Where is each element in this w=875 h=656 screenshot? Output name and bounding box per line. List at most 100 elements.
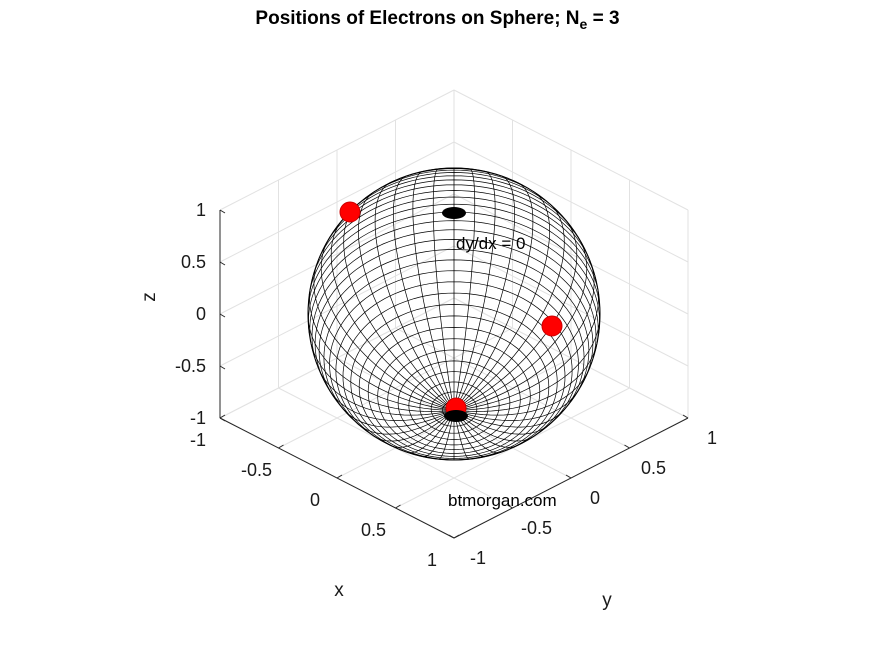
sphere-meridian [453,390,579,421]
sphere-meridian [453,410,487,458]
grid-line [219,89,455,211]
x-tick-mark [278,444,284,449]
x-tick-label: 1 [427,550,437,570]
electron-point [339,201,361,223]
sphere-meridian [453,288,599,411]
grid-line [219,141,455,263]
sphere-meridian [453,182,534,411]
x-tick-mark [336,474,343,479]
sphere-meridian [318,368,455,416]
sphere-meridian [453,236,588,411]
x-tick-mark [453,534,460,539]
electron-point [541,315,563,337]
y-tick-label: -0.5 [521,518,552,538]
x-tick-mark [219,414,226,419]
sphere-outline [307,167,601,461]
sphere-meridian [453,368,590,416]
sphere-meridian [373,410,455,442]
sphere-meridian [453,410,519,448]
sphere-meridian [453,220,578,411]
sphere-latitude [309,220,599,352]
x-tick-label: -0.5 [241,460,272,480]
sphere-latitude [318,249,590,402]
y-tick-label: 1 [707,428,717,448]
sphere-meridian [453,313,601,411]
sphere-meridian [453,407,567,428]
z-tick-mark [219,209,226,214]
x-tick-label: 0 [310,490,320,510]
sphere-meridian [330,220,455,411]
grid-line [453,141,689,263]
y-tick-mark [507,504,513,509]
sphere-meridian [421,410,455,458]
x-tick-label: 0.5 [361,520,386,540]
grid-line [219,193,455,315]
grid-line [453,89,689,211]
z-tick-label: 0 [196,304,206,324]
z-tick-mark [219,417,226,422]
y-tick-mark [448,534,455,539]
sphere-meridian [453,410,470,460]
sphere-meridian [309,339,455,412]
sphere-meridian [453,410,550,435]
sphere-meridian [453,168,476,411]
sphere-meridian [453,175,516,411]
z-tick-label: 0.5 [181,252,206,272]
watermark-annotation: btmorgan.com [448,491,557,510]
sphere-meridian [406,410,455,454]
z-tick-label: -0.5 [175,356,206,376]
sphere-meridian [453,410,535,442]
sphere-latitude [311,229,597,365]
y-axis-label: y [602,590,612,611]
sphere-latitude [314,239,594,382]
pole-marker [442,207,466,219]
electron-points [339,201,563,422]
sphere-meridian [320,236,455,411]
sphere-meridian [453,259,595,411]
pole-marker [444,410,468,422]
derivative-annotation: dy/dx = 0 [456,234,525,253]
z-tick-mark [219,313,226,318]
y-tick-mark [682,414,689,419]
sphere-latitude [335,281,573,446]
sphere-meridian [358,410,455,435]
sphere-meridian [412,171,455,411]
sphere-meridian [453,191,550,411]
x-tick-label: -1 [190,430,206,450]
z-tick-label: 1 [196,200,206,220]
sphere-meridian [453,410,502,454]
x-tick-mark [395,504,401,509]
sphere-meridian [392,175,455,411]
sphere-meridian [343,203,455,411]
sphere-meridian [453,171,496,411]
sphere-meridian [329,390,455,421]
wireframe-sphere [307,167,601,461]
x-axis-label: x [334,580,344,601]
axes-box [219,209,689,539]
sphere-meridian [309,288,455,411]
z-tick-mark [219,365,226,370]
grid-line [453,193,689,315]
z-axis-label: z [139,292,160,302]
sphere-meridian [358,191,455,411]
y-tick-mark [565,474,572,479]
y-tick-label: 0.5 [641,458,666,478]
chart-title: Positions of Electrons on Sphere; Ne = 3 [255,8,620,32]
y-tick-label: 0 [590,488,600,508]
y-tick-mark [624,444,630,449]
sphere-meridian [453,203,565,411]
sphere-meridian [374,182,455,411]
y-tick-label: -1 [470,548,486,568]
sphere-meridian [307,313,455,411]
sphere-meridian [389,410,455,448]
sphere-latitude [329,270,579,431]
sphere-meridian [313,259,455,411]
z-tick-mark [219,261,226,266]
z-tick-label: -1 [190,408,206,428]
sphere-meridian [341,407,455,428]
sphere-meridian [438,410,455,460]
sphere-meridian [453,339,599,412]
sphere-meridian [432,168,455,411]
